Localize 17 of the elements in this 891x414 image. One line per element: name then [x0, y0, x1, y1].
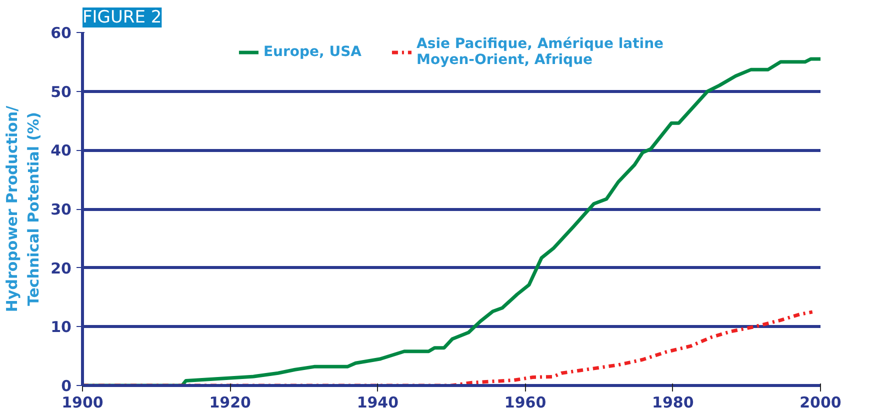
legend-label: Asie Pacifique, Amérique latine Moyen-Orient, Afrique: [416, 36, 664, 68]
x-tick-label: 1940: [356, 394, 399, 412]
x-tick-label: 1980: [652, 394, 694, 412]
y-tick-label: 30: [50, 200, 72, 218]
legend-label: Europe, USA: [263, 44, 362, 60]
x-tick-label: 1900: [62, 394, 104, 412]
y-tick-label: 10: [50, 318, 72, 336]
y-tick-label: 60: [50, 24, 72, 42]
chart-title: FIGURE 2: [82, 8, 162, 28]
y-axis-title: Hydropower Production/ Technical Potential (%): [3, 105, 43, 312]
y-tick-label: 40: [50, 142, 72, 160]
x-tick-label: 1920: [209, 394, 251, 412]
y-tick-label: 20: [50, 259, 72, 278]
y-tick-label: 0: [61, 377, 72, 395]
x-tick-label: 2000: [800, 394, 842, 412]
y-tick-label: 50: [50, 82, 72, 101]
x-tick-label: 1960: [504, 394, 546, 412]
